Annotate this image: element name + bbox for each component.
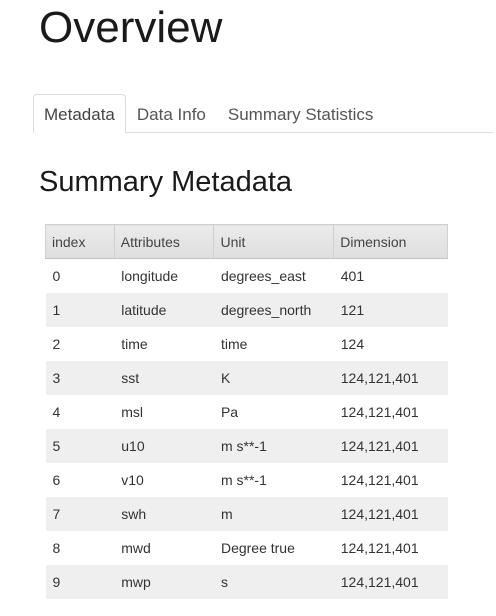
- cell-attribute: sst: [114, 361, 214, 395]
- cell-index: 1: [45, 293, 115, 327]
- cell-unit: Pa: [213, 395, 334, 429]
- cell-unit: s: [213, 565, 334, 599]
- cell-index: 8: [45, 531, 115, 565]
- cell-dimension: 124: [333, 327, 448, 361]
- tab-summary-statistics[interactable]: Summary Statistics: [227, 105, 374, 124]
- cell-unit: m: [213, 497, 334, 531]
- column-header-attributes[interactable]: Attributes: [113, 224, 214, 259]
- table-row: 2 time time 124: [45, 327, 448, 361]
- table-row: 9 mwp s 124,121,401: [45, 565, 448, 599]
- cell-unit: degrees_east: [213, 258, 334, 293]
- cell-attribute: v10: [114, 463, 214, 497]
- column-header-dimension[interactable]: Dimension: [333, 224, 448, 259]
- tab-bar: Metadata Data Info Summary Statistics: [33, 94, 493, 133]
- cell-index: 5: [45, 429, 115, 463]
- cell-attribute: swh: [114, 497, 214, 531]
- page-title: Overview: [39, 3, 223, 52]
- table-row: 0 longitude degrees_east 401: [45, 258, 448, 293]
- cell-attribute: time: [114, 327, 214, 361]
- cell-unit: time: [213, 327, 334, 361]
- cell-index: 2: [45, 327, 115, 361]
- table-header-row: index Attributes Unit Dimension: [45, 224, 448, 259]
- cell-attribute: mwd: [114, 531, 214, 565]
- cell-dimension: 124,121,401: [333, 429, 448, 463]
- cell-dimension: 124,121,401: [333, 531, 448, 565]
- cell-attribute: msl: [114, 395, 214, 429]
- cell-index: 3: [45, 361, 115, 395]
- table-row: 8 mwd Degree true 124,121,401: [45, 531, 448, 565]
- cell-attribute: longitude: [114, 258, 214, 293]
- cell-dimension: 121: [333, 293, 448, 327]
- cell-index: 7: [45, 497, 115, 531]
- table-row: 5 u10 m s**-1 124,121,401: [45, 429, 448, 463]
- cell-dimension: 124,121,401: [333, 395, 448, 429]
- cell-unit: K: [213, 361, 334, 395]
- table-row: 4 msl Pa 124,121,401: [45, 395, 448, 429]
- table-row: 1 latitude degrees_north 121: [45, 293, 448, 327]
- table-row: 6 v10 m s**-1 124,121,401: [45, 463, 448, 497]
- cell-attribute: mwp: [114, 565, 214, 599]
- cell-dimension: 124,121,401: [333, 361, 448, 395]
- metadata-table: index Attributes Unit Dimension 0 longit…: [45, 224, 448, 599]
- cell-index: 6: [45, 463, 115, 497]
- cell-attribute: latitude: [114, 293, 214, 327]
- cell-index: 4: [45, 395, 115, 429]
- cell-dimension: 401: [333, 258, 448, 293]
- cell-index: 9: [45, 565, 115, 599]
- tab-metadata[interactable]: Metadata: [33, 94, 126, 133]
- cell-unit: m s**-1: [213, 429, 334, 463]
- cell-unit: Degree true: [213, 531, 334, 565]
- section-title: Summary Metadata: [39, 166, 293, 198]
- cell-dimension: 124,121,401: [333, 497, 448, 531]
- table-row: 7 swh m 124,121,401: [45, 497, 448, 531]
- column-header-unit[interactable]: Unit: [213, 224, 334, 259]
- cell-dimension: 124,121,401: [333, 565, 448, 599]
- column-header-index[interactable]: index: [45, 224, 115, 259]
- cell-attribute: u10: [114, 429, 214, 463]
- cell-unit: m s**-1: [213, 463, 334, 497]
- table-row: 3 sst K 124,121,401: [45, 361, 448, 395]
- cell-dimension: 124,121,401: [333, 463, 448, 497]
- tab-data-info[interactable]: Data Info: [136, 105, 206, 124]
- cell-index: 0: [45, 258, 115, 293]
- cell-unit: degrees_north: [213, 293, 334, 327]
